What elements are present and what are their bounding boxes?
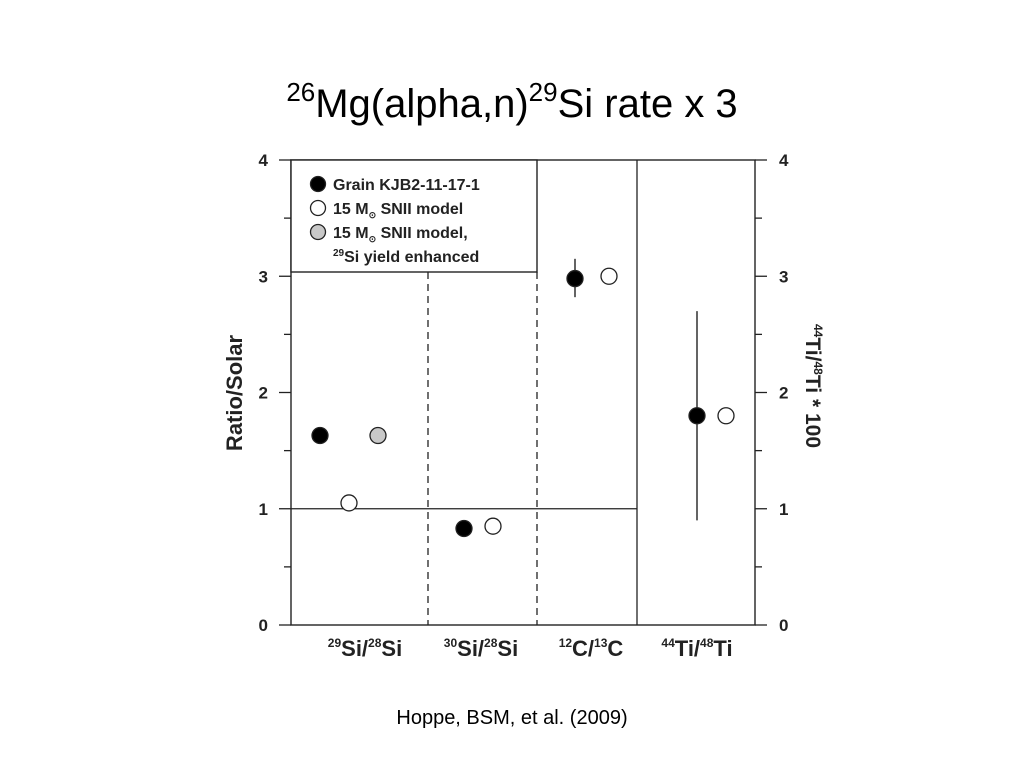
y2-tick-label: 4 (779, 151, 789, 170)
y2-axis-label: 44Ti/48Ti * 100 (801, 324, 825, 448)
data-point-0-0 (311, 426, 329, 445)
category-text-2: C (607, 636, 623, 661)
category-label-0: 29Si/28Si (328, 636, 402, 661)
legend-text-2: SNII model, (376, 225, 468, 242)
category-text-1: Si/ (457, 636, 484, 661)
category-sup-1: 12 (559, 636, 573, 650)
legend-sub: ⊙ (369, 210, 377, 220)
category-text-2: Ti (713, 636, 732, 661)
category-label-3: 44Ti/48Ti (661, 636, 732, 661)
title-sup-1: 26 (286, 77, 316, 107)
legend-entry-1: 15 M⊙ SNII model (333, 201, 463, 220)
data-point-0-3 (688, 407, 706, 425)
category-sup-2: 13 (594, 636, 608, 650)
legend-sub: ⊙ (369, 234, 377, 244)
legend-marker-0 (309, 175, 327, 193)
y2-tick-label: 2 (779, 384, 788, 403)
y2-tick-label: 1 (779, 500, 788, 519)
category-text-1: Ti/ (675, 636, 700, 661)
data-point-1-0 (340, 494, 358, 512)
category-sup-2: 28 (484, 636, 498, 650)
title-text-1: Mg(alpha,n) (315, 82, 529, 126)
legend-marker-2 (309, 223, 327, 241)
legend-text: Si yield enhanced (344, 249, 479, 266)
data-point-0-2 (566, 269, 584, 288)
data-point-2-0 (369, 426, 387, 445)
error-bars (574, 258, 698, 521)
legend-text: 15 M (333, 201, 369, 218)
category-text-2: Si (497, 636, 518, 661)
category-label-1: 30Si/28Si (444, 636, 518, 661)
citation-caption: Hoppe, BSM, et al. (2009) (396, 707, 628, 729)
category-sup-2: 48 (700, 636, 714, 650)
y2-tick-label: 0 (779, 616, 788, 635)
category-sup-1: 30 (444, 636, 458, 650)
legend-marker-1 (309, 199, 327, 217)
title-text-2: Si rate x 3 (557, 82, 738, 126)
y-tick-label: 3 (259, 267, 268, 286)
y-tick-label: 4 (259, 151, 269, 170)
y-tick-label: 0 (259, 616, 268, 635)
category-text-1: Si/ (341, 636, 368, 661)
data-point-0-1 (455, 519, 473, 538)
y2-label-text-1: Ti/ (801, 337, 824, 361)
legend-box (290, 159, 538, 273)
y-tick-label: 1 (259, 500, 268, 519)
legend-entry-3: 29Si yield enhanced (333, 248, 479, 266)
legend-text: Grain KJB2-11-17-1 (333, 177, 480, 194)
category-label-2: 12C/13C (559, 636, 624, 661)
category-sup-2: 28 (368, 636, 382, 650)
data-point-1-3 (717, 407, 735, 425)
y2-tick-label: 3 (779, 267, 788, 286)
data-point-1-1 (484, 517, 502, 535)
y-axis-label: Ratio/Solar (222, 334, 247, 451)
data-point-1-2 (600, 267, 618, 285)
legend-entry-2: 15 M⊙ SNII model, (333, 225, 468, 244)
data-points (311, 267, 735, 538)
y2-label-sup-1: 44 (811, 324, 825, 338)
title-sup-2: 29 (528, 77, 558, 107)
y2-label-text-2: Ti * 100 (801, 375, 824, 448)
slide-title: 26Mg(alpha,n)29Si rate x 3 (0, 62, 1024, 134)
legend-text-2: SNII model (376, 201, 463, 218)
axis-ticks (279, 159, 767, 626)
y-tick-label: 2 (259, 384, 268, 403)
category-text-1: C/ (572, 636, 594, 661)
legend-entry-0: Grain KJB2-11-17-1 (333, 177, 480, 194)
y2-label-sup-2: 48 (811, 361, 825, 375)
category-sup-1: 44 (661, 636, 675, 650)
legend-sup: 29 (333, 248, 345, 259)
legend-text: 15 M (333, 225, 369, 242)
category-sup-1: 29 (328, 636, 342, 650)
category-text-2: Si (381, 636, 402, 661)
